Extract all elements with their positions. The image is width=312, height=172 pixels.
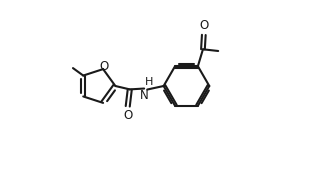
- Text: H: H: [145, 77, 153, 87]
- Text: O: O: [99, 60, 109, 73]
- Text: N: N: [140, 89, 149, 102]
- Text: O: O: [123, 109, 132, 122]
- Text: O: O: [199, 19, 208, 32]
